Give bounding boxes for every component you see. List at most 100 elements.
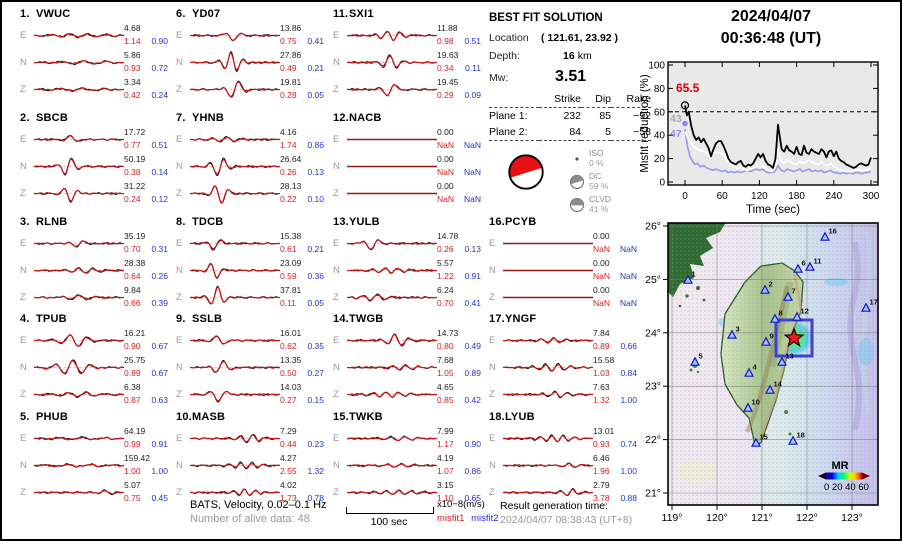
epicenter-star (783, 326, 805, 348)
trace-waveform (347, 30, 437, 42)
misfit2-value: 0.51 (151, 140, 168, 150)
trace-waveform (347, 83, 437, 97)
misfit2-value: NaN (463, 140, 481, 150)
misfit2-value: NaN (463, 167, 481, 177)
svg-text:40: 40 (654, 131, 666, 142)
component-label: Z (176, 292, 182, 303)
scale-bar-label: 100 sec (370, 516, 408, 528)
component-row-n: N 4.19 1.07 0.86 (333, 452, 485, 479)
trace-waveform (34, 87, 124, 93)
misfit1-value: 0.24 (124, 194, 141, 204)
misfit2-value: 0.88 (620, 493, 637, 503)
misfit2-value: 0.49 (464, 341, 481, 351)
station-code: YNGF (505, 313, 537, 325)
best-fit-solution-panel: BEST FIT SOLUTION Location ( 121.61, 23.9… (489, 12, 659, 214)
misfit1-value: 1.22 (437, 271, 454, 281)
station-code: YULB (349, 216, 380, 228)
amplitude-value: 7.68 (437, 355, 454, 365)
mr-legend-ticks: 0 20 40 60 (824, 482, 869, 493)
component-row-n: N 159.42 1.00 1.00 (20, 452, 172, 479)
svg-text:0: 0 (659, 178, 665, 189)
component-row-z: Z 3.15 1.10 0.65 (333, 479, 485, 506)
component-row-n: N 0.00 NaN NaN (333, 153, 485, 180)
component-label: Z (333, 84, 339, 95)
trace-waveform (503, 362, 593, 372)
component-row-z: Z 5.07 0.75 0.45 (20, 479, 172, 506)
dc-name: DC (589, 171, 602, 181)
station-block-lyub: 18.LYUB E 13.01 0.93 0.74 N 6.46 1.96 1.00 Z 2.79 3… (489, 411, 641, 506)
misfit1-value: 1.00 (124, 466, 141, 476)
component-row-e: E 13.86 0.75 0.41 (176, 22, 328, 49)
station-block-yhnb: 7. YHNB E 4.16 1.74 0.86 N 26.64 0.26 0.13 Z 28.13 0… (176, 112, 328, 207)
svg-text:2: 2 (769, 280, 773, 289)
amplitude-value: 25.75 (124, 355, 146, 365)
event-datetime: 2024/04/07 00:36:48 (UT) (640, 6, 902, 51)
svg-text:180: 180 (788, 191, 805, 202)
amplitude-units: x10−8(m/s) (437, 499, 485, 510)
component-label: N (489, 362, 496, 373)
component-row-z: Z 6.38 0.87 0.63 (20, 381, 172, 408)
amplitude-value: 9.84 (124, 285, 141, 295)
trace-waveform (503, 390, 593, 399)
component-row-n: N 5.57 1.22 0.91 (333, 257, 485, 284)
component-label: N (176, 265, 183, 276)
station-block-tpub: 4. TPUB E 16.21 0.90 0.67 N 25.75 0.89 0.67 Z 6.38 0… (20, 313, 172, 408)
component-row-e: E 16.01 0.62 0.35 (176, 327, 328, 354)
station-block-yulb: 13.YULB E 14.78 0.26 0.13 N 5.57 1.22 0.91 Z 6.24 0… (333, 216, 485, 311)
component-row-z: Z 37.81 0.11 0.05 (176, 284, 328, 311)
station-header: 11.SXI1 (333, 8, 485, 20)
event-time: 00:36:48 (UT) (720, 30, 822, 48)
misfit2-value: NaN (619, 298, 637, 308)
map-station-2: 2 (759, 280, 773, 294)
trace-waveform (34, 157, 124, 176)
misfit1-value: 1.17 (437, 439, 454, 449)
station-header: 9. SSLB (176, 313, 328, 325)
planes-header-row: Strike Dip Rake (489, 92, 651, 108)
misfit2-value: 0.14 (151, 167, 168, 177)
misfit2-value: 0.51 (464, 36, 481, 46)
trace-waveform (347, 54, 437, 69)
component-label: N (176, 57, 183, 68)
trace-waveform (190, 80, 280, 98)
trace-waveform (190, 461, 280, 470)
station-number: 7. (176, 112, 186, 124)
svg-text:21°: 21° (645, 488, 661, 500)
amplitude-value: 6.24 (437, 285, 454, 295)
map-station-1: 1 (682, 270, 696, 284)
component-row-z: Z 4.02 1.73 0.78 (176, 479, 328, 506)
plane1-strike: 232 (539, 107, 581, 124)
component-label: N (20, 460, 27, 471)
depth-value: 16 (563, 50, 575, 62)
station-code: TWKB (349, 411, 383, 423)
trace-values: 3.15 1.10 0.65 (437, 479, 481, 506)
trace-waveform (347, 192, 437, 195)
amplitude-value: 15.38 (280, 231, 302, 241)
map-station-14: 14 (764, 380, 783, 394)
svg-text:43: 43 (670, 113, 682, 125)
amplitude-value: 37.81 (280, 285, 302, 295)
trace-waveform (347, 489, 437, 495)
trace-values: 13.35 0.50 0.27 (280, 354, 324, 381)
misfit1-value: 0.29 (437, 90, 454, 100)
component-label: Z (176, 84, 182, 95)
station-block-sbcb: 2. SBCB E 17.72 0.77 0.51 N 50.19 0.38 0.14 Z 31.22… (20, 112, 172, 207)
trace-waveform (190, 262, 280, 280)
svg-text:6: 6 (802, 259, 806, 268)
misfit1-value: 0.59 (280, 271, 297, 281)
focal-mechanism-beachball (508, 154, 544, 190)
svg-text:123°: 123° (841, 512, 863, 524)
amplitude-value: 4.27 (280, 453, 297, 463)
component-label: E (20, 30, 27, 41)
misfit1-value: 0.11 (280, 298, 296, 308)
amplitude-value: 15.58 (593, 355, 615, 365)
time-scale-bar (346, 507, 434, 514)
misfit1-value: 0.28 (280, 90, 297, 100)
misfit2-value: 1.00 (151, 466, 168, 476)
station-code: PCYB (505, 216, 537, 228)
misfit2-value: 0.24 (151, 90, 168, 100)
svg-text:20: 20 (654, 154, 666, 165)
trace-values: 159.42 1.00 1.00 (124, 452, 168, 479)
component-row-z: Z 0.00 NaN NaN (333, 180, 485, 207)
trace-values: 19.45 0.29 0.09 (437, 76, 481, 103)
